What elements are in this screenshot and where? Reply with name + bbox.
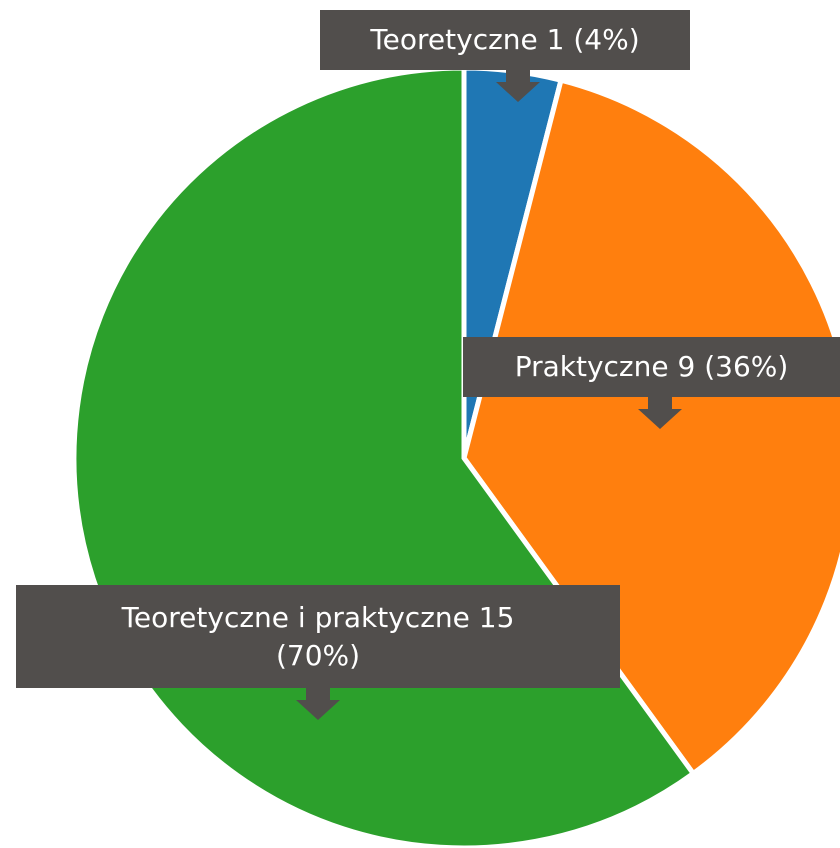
data-label-box: Praktyczne 9 (36%) [463,337,840,397]
callout-arrow [638,397,682,429]
data-label: Teoretyczne 1 (4%) [370,23,640,56]
data-label: Praktyczne 9 (36%) [514,350,789,383]
callout-arrow [296,688,340,720]
data-label-box: Teoretyczne i praktyczne 15 (70%) [16,585,620,688]
data-label-box: Teoretyczne 1 (4%) [320,10,690,70]
pie-slice [461,77,840,778]
data-label: Teoretyczne i praktyczne 15 (70%) [121,600,515,672]
callout-arrow [496,70,540,102]
